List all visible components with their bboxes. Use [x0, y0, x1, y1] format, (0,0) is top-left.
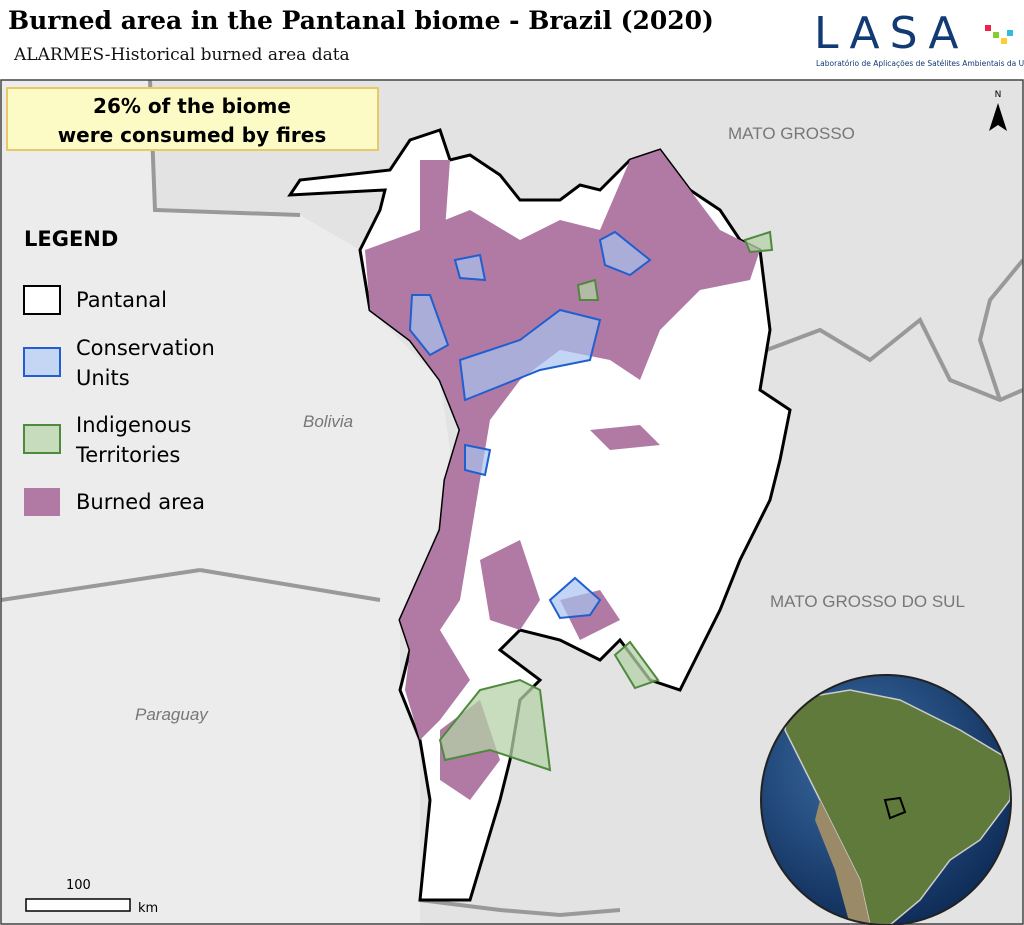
conservation-unit	[548, 576, 602, 620]
legend-label: Indigenous	[76, 413, 191, 437]
logo: LASA Laboratório de Aplicações de Satéli…	[814, 8, 1024, 68]
indigenous-territory	[576, 278, 600, 301]
globe-andes	[815, 800, 870, 925]
conservation-unit	[464, 443, 492, 477]
indigenous-territories	[438, 230, 774, 772]
conservation-unit	[598, 230, 652, 277]
callout-line: 26% of the biome	[93, 94, 291, 118]
globe	[760, 674, 1012, 925]
burned-patch	[420, 160, 450, 240]
logo-pixel	[1007, 30, 1013, 36]
conservation-unit	[453, 253, 487, 282]
border	[1, 80, 1023, 918]
scale-unit: km	[138, 901, 158, 916]
logo-pixel	[985, 25, 991, 31]
scale-rect	[25, 898, 131, 912]
paraguay	[1, 570, 420, 925]
conservation-unit	[408, 294, 450, 357]
map: MATO GROSSO Bolivia MATO GROSSO DO SUL P…	[1, 80, 1023, 925]
legend-label: Pantanal	[76, 288, 167, 312]
logo-caption: Laboratório de Aplicações de Satélites A…	[816, 59, 1024, 68]
north-arrow-shape	[989, 103, 1007, 131]
legend-label: Units	[76, 366, 130, 390]
burned-patch	[365, 150, 760, 740]
title: Burned area in the Pantanal biome - Braz…	[8, 6, 714, 35]
place-label: Bolivia	[303, 412, 353, 431]
globe-land	[784, 689, 1011, 925]
place-label: Paraguay	[135, 705, 209, 724]
map-frame	[0, 79, 1024, 925]
callout-line: were consumed by fires	[58, 123, 327, 147]
indigenous-territory	[743, 230, 774, 254]
place-label: MATO GROSSO DO SUL	[770, 592, 965, 611]
bolivia	[1, 80, 450, 620]
conservation-units	[408, 230, 652, 620]
indigenous-territory	[613, 640, 660, 690]
logo-name: LASA	[814, 8, 968, 59]
logo-pixel	[993, 32, 999, 38]
logo-pixel	[1001, 38, 1007, 44]
legend-swatch	[23, 347, 61, 377]
place-label: MATO GROSSO	[728, 124, 855, 143]
legend-title: LEGEND	[24, 227, 118, 251]
legend-swatch	[23, 285, 61, 315]
indigenous-territory	[438, 678, 552, 772]
legend-swatch	[23, 424, 61, 454]
globe-pantanal	[883, 796, 907, 820]
legend: LEGEND Pantanal Conservation Units Indig…	[23, 227, 215, 516]
globe-edge	[760, 674, 1012, 925]
north-label: N	[995, 90, 1002, 100]
legend-label: Territories	[75, 443, 180, 467]
subtitle: ALARMES-Historical burned area data	[13, 45, 350, 65]
north-arrow: N	[989, 90, 1007, 131]
scale-bar: 100 km	[25, 878, 158, 916]
legend-label: Conservation	[76, 336, 215, 360]
burned-patch	[590, 425, 660, 450]
conservation-unit	[458, 308, 602, 402]
burned-patch	[480, 540, 540, 630]
legend-swatch	[24, 488, 60, 516]
callout	[6, 87, 379, 151]
legend-label: Burned area	[76, 490, 205, 514]
scale-value: 100	[66, 878, 91, 893]
